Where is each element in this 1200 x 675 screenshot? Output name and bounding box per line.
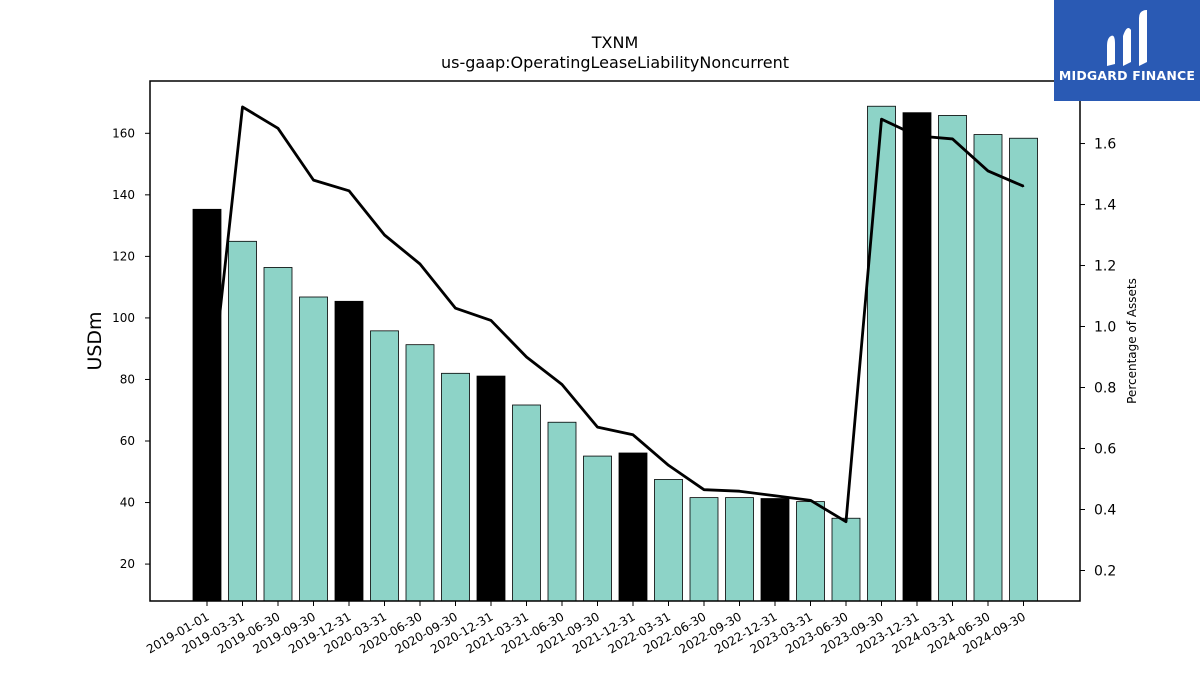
x-axis: 2019-01-012019-03-312019-06-302019-09-30… — [144, 601, 1028, 656]
line-point-2021-03-31 — [525, 356, 528, 358]
y-tick-label: 40 — [120, 496, 135, 510]
line-point-2022-06-30 — [703, 488, 705, 491]
y-axis-right: 0.2 0.4 0.6 0.8 1.0 1.2 1.4 1.6 — [1080, 137, 1116, 580]
bar-2023-09-30 — [867, 105, 896, 602]
y2-tick-label: 1.6 — [1094, 137, 1116, 153]
bar-2022-12-31 — [760, 498, 790, 602]
line-point-2019-09-30 — [312, 179, 315, 181]
line-point-2022-12-31 — [774, 494, 776, 497]
y2-tick-label: 0.2 — [1094, 564, 1116, 580]
y-tick-label: 100 — [112, 311, 135, 325]
line-point-2023-09-30 — [880, 118, 883, 120]
line-point-2020-03-31 — [383, 234, 386, 236]
line-point-2019-06-30 — [277, 127, 279, 130]
line-point-2020-12-31 — [490, 319, 492, 322]
bar-2019-12-31 — [334, 300, 364, 602]
line-point-2021-09-30 — [596, 426, 599, 428]
bar-2020-03-31 — [370, 330, 399, 602]
bar-2023-03-31 — [796, 501, 825, 602]
chart-subtitle: us-gaap:OperatingLeaseLiabilityNoncurren… — [441, 53, 789, 72]
y2-tick-label: 0.8 — [1094, 381, 1116, 397]
chart-title: TXNM — [591, 33, 639, 52]
y2-tick-label: 1.0 — [1094, 320, 1116, 336]
bar-2020-12-31 — [476, 375, 506, 602]
bar-2019-01-01 — [192, 208, 222, 602]
y-axis-label: USDm — [84, 311, 106, 370]
line-point-2024-06-30 — [987, 170, 989, 172]
line-point-2019-01-01 — [206, 429, 208, 432]
bar-2023-06-30 — [831, 517, 861, 602]
bar-2023-12-31 — [902, 112, 932, 602]
line-point-2021-06-30 — [561, 383, 563, 386]
line-point-2020-06-30 — [419, 263, 421, 265]
line-point-2019-03-31 — [241, 106, 244, 108]
bar-2021-03-31 — [512, 404, 541, 602]
y-tick-label: 20 — [120, 557, 135, 571]
bar-2022-03-31 — [654, 479, 683, 602]
percentage-line — [205, 105, 1025, 524]
bar-2020-06-30 — [405, 344, 435, 602]
brand-logo: MIDGARD FINANCE — [1054, 0, 1200, 101]
bar-2022-09-30 — [725, 497, 754, 602]
y-tick-label: 80 — [120, 372, 135, 386]
y-axis-left: 20 40 60 80 100 120 140 160 — [112, 126, 150, 571]
line-point-2023-06-30 — [845, 520, 847, 523]
bar-2024-09-30 — [1009, 137, 1038, 602]
percentage-line-series — [205, 105, 1025, 524]
bar-series — [192, 105, 1038, 602]
y2-tick-label: 0.6 — [1094, 442, 1116, 458]
bar-2019-06-30 — [263, 267, 293, 602]
y2-tick-label: 0.4 — [1094, 503, 1116, 519]
y2-axis-label: Percentage of Assets — [1125, 278, 1139, 404]
line-point-2024-03-31 — [951, 138, 954, 140]
bar-2024-06-30 — [973, 134, 1003, 602]
plot-frame — [149, 80, 1081, 602]
bar-2020-09-30 — [441, 372, 470, 602]
brand-name: MIDGARD FINANCE — [1058, 68, 1196, 83]
line-point-2019-12-31 — [348, 189, 350, 192]
midgard-m-logo-icon — [1107, 10, 1147, 66]
bar-2021-12-31 — [618, 452, 648, 602]
bar-2019-09-30 — [299, 296, 328, 602]
bar-2021-09-30 — [583, 455, 612, 602]
y-tick-label: 120 — [112, 249, 135, 263]
bar-2024-03-31 — [938, 115, 967, 602]
line-point-2020-09-30 — [454, 307, 457, 310]
line-point-2022-03-31 — [667, 464, 670, 467]
y2-tick-label: 1.4 — [1094, 198, 1116, 214]
line-point-2023-12-31 — [916, 135, 918, 137]
bar-2021-06-30 — [547, 421, 577, 602]
line-point-2023-03-31 — [809, 499, 812, 502]
line-point-2021-12-31 — [632, 433, 634, 436]
y2-tick-label: 1.2 — [1094, 259, 1116, 275]
y-tick-label: 60 — [120, 434, 135, 448]
y-tick-label: 140 — [112, 188, 135, 202]
line-point-2024-09-30 — [1022, 185, 1025, 188]
bar-2019-03-31 — [228, 240, 257, 602]
line-point-2022-09-30 — [738, 490, 741, 493]
y-tick-label: 160 — [112, 126, 135, 140]
bar-2022-06-30 — [689, 497, 719, 602]
